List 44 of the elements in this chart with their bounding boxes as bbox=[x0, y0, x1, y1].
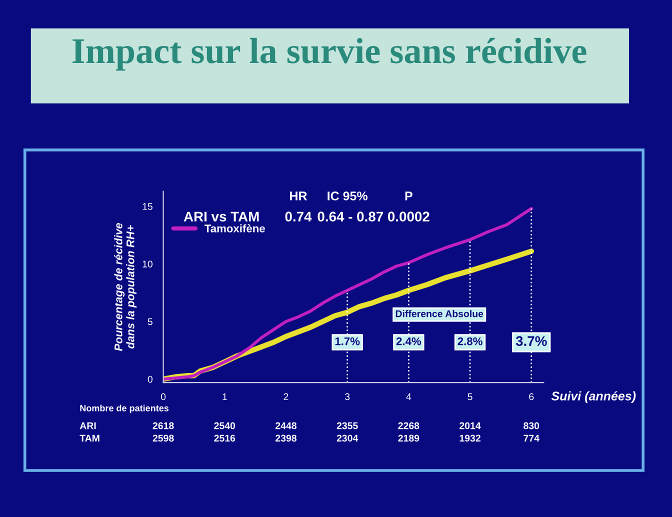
text: 774 bbox=[524, 434, 540, 442]
x-tick-label: 3 bbox=[345, 393, 350, 400]
text: 2598 bbox=[152, 434, 174, 442]
x-tick-label: 0 bbox=[160, 393, 166, 400]
annotation: ARI vs TAM bbox=[184, 212, 259, 222]
text: 2448 bbox=[276, 422, 297, 430]
annotation: 1.7% bbox=[335, 337, 360, 346]
x-tick-label: 5 bbox=[468, 393, 472, 400]
text: 2540 bbox=[214, 422, 236, 430]
annotation: P bbox=[405, 192, 412, 200]
text: 2268 bbox=[398, 422, 420, 430]
annotation: 2.8% bbox=[458, 337, 482, 346]
text: 2516 bbox=[214, 434, 236, 442]
y-tick-label: 15 bbox=[142, 203, 152, 210]
text: 2189 bbox=[398, 434, 420, 442]
annotation: 3.7% bbox=[516, 336, 547, 346]
annotation: Difference Absolue bbox=[396, 310, 484, 318]
chart-title: Impact sur la survie sans récidive bbox=[72, 38, 586, 71]
annotation: 0.0002 bbox=[388, 212, 430, 222]
text: 2618 bbox=[152, 422, 174, 430]
x-tick-label: 4 bbox=[406, 393, 412, 400]
y-tick-label: 0 bbox=[148, 376, 152, 383]
x-tick-label: 6 bbox=[529, 393, 534, 400]
text: ARI bbox=[80, 422, 96, 430]
y-tick-label: 10 bbox=[142, 260, 152, 268]
text: TAM bbox=[80, 434, 100, 442]
x-tick-label: 1 bbox=[222, 393, 227, 400]
annotation: HR bbox=[290, 192, 308, 200]
text: 2398 bbox=[276, 434, 297, 442]
text: 2304 bbox=[336, 434, 358, 442]
text: 830 bbox=[524, 422, 540, 430]
annotation: IC 95% bbox=[328, 192, 368, 200]
text: 2014 bbox=[460, 422, 481, 430]
annotation: 0.64 - 0.87 bbox=[318, 212, 383, 222]
x-tick-label: 2 bbox=[284, 393, 288, 400]
annotation: 0.74 bbox=[285, 212, 312, 222]
text: 2355 bbox=[336, 422, 358, 430]
text: 1932 bbox=[460, 434, 480, 442]
legend-label: Tamoxifène bbox=[204, 224, 265, 232]
annotation: 2.4% bbox=[396, 337, 422, 346]
text: Nombre de patientes bbox=[80, 404, 169, 414]
x-axis-title: Suivi (années) bbox=[551, 391, 636, 403]
y-axis-title: Pourcentage de récidive dans la population RH+ bbox=[114, 223, 137, 351]
y-tick-label: 5 bbox=[148, 318, 152, 326]
